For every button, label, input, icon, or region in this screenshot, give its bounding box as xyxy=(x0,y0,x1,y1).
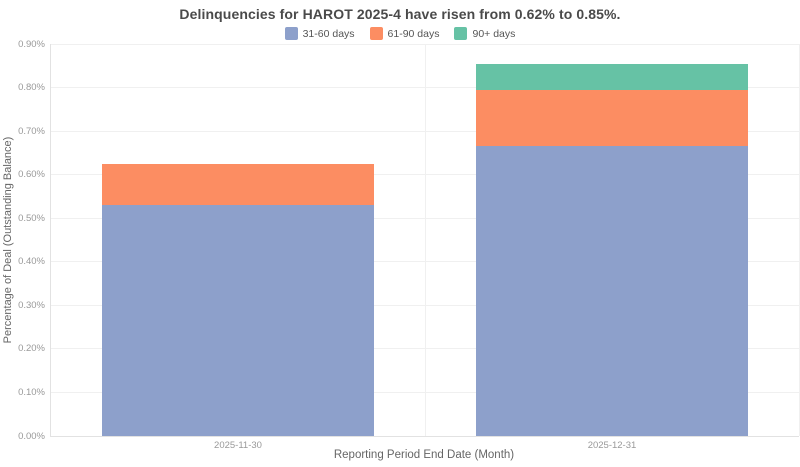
y-tick-label: 0.20% xyxy=(18,343,45,355)
y-tick-label: 0.50% xyxy=(18,212,45,224)
y-tick-label: 0.00% xyxy=(18,430,45,442)
chart-legend: 31-60 days 61-90 days 90+ days xyxy=(0,26,800,41)
x-tick-label: 2025-11-30 xyxy=(214,440,262,451)
x-axis-title: Reporting Period End Date (Month) xyxy=(333,449,515,461)
x-tick-label: 2025-12-31 xyxy=(587,440,637,451)
legend-item-label: 61-90 days xyxy=(387,27,440,40)
chart-title: Delinquencies for HAROT 2025-4 have rise… xyxy=(179,6,621,22)
y-tick-label: 0.70% xyxy=(18,125,45,137)
bar-segment-31-60-days-2025-11-30 xyxy=(102,205,374,436)
bar-segment-61-90-days-2025-11-30 xyxy=(102,163,374,206)
y-tick-label: 0.10% xyxy=(18,386,45,398)
legend-item-61-90-days[interactable]: 61-90 days xyxy=(369,27,440,40)
y-tick-label: 0.60% xyxy=(18,169,45,181)
legend-item-label: 90+ days xyxy=(472,27,516,40)
gridline-x-boundary xyxy=(798,44,800,436)
y-tick-label: 0.40% xyxy=(18,256,45,268)
gridline-x-boundary xyxy=(424,44,426,436)
legend-item-90-days[interactable]: 90+ days xyxy=(454,27,515,40)
bar-segment-31-60-days-2025-12-31 xyxy=(476,146,748,436)
bar-segment-90-days-2025-12-31 xyxy=(476,63,748,90)
y-tick-label: 0.90% xyxy=(18,38,45,50)
legend-swatch-icon xyxy=(454,27,468,40)
plot-area: 0.00% 0.10% 0.20% 0.30% 0.40% 0.50% 0.60% 0.70%… xyxy=(18,39,800,451)
legend-swatch-icon xyxy=(369,27,383,40)
legend-item-label: 31-60 days xyxy=(302,27,355,40)
y-tick-label: 0.80% xyxy=(18,82,45,94)
y-tick-label: 0.30% xyxy=(18,299,45,311)
legend-swatch-icon xyxy=(284,27,298,40)
legend-item-31-60-days[interactable]: 31-60 days xyxy=(284,27,355,40)
y-axis-title: Percentage of Deal (Outstanding Balance) xyxy=(2,136,14,344)
bar-segment-61-90-days-2025-12-31 xyxy=(476,89,748,147)
